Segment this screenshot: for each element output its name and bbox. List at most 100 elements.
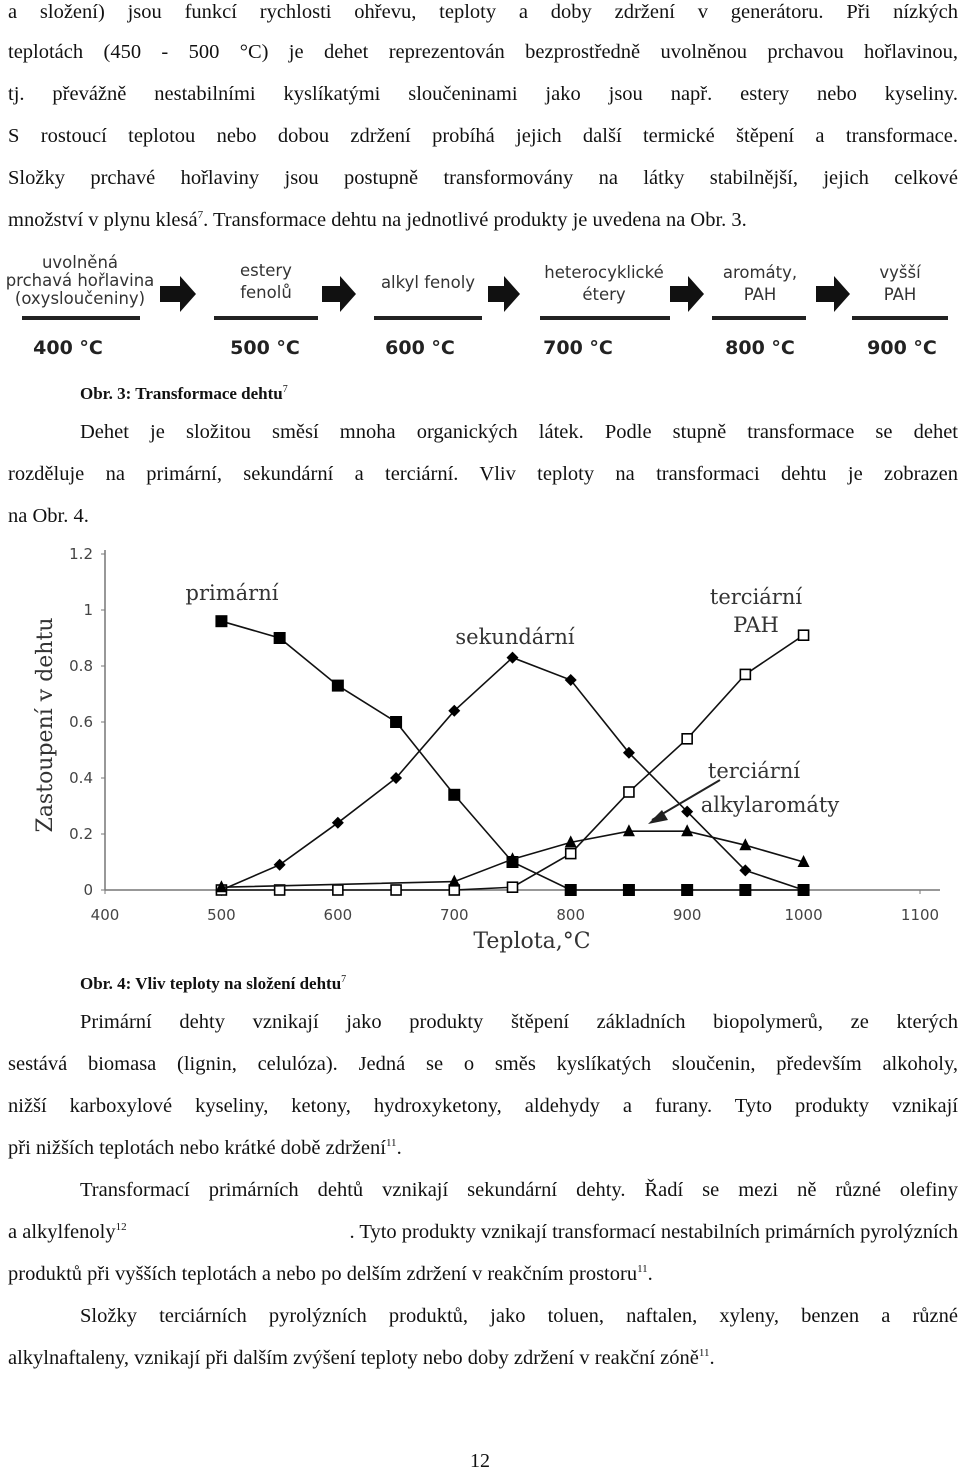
stage-temperature: 900 °C <box>867 337 937 359</box>
data-point <box>273 858 286 871</box>
data-point <box>390 716 403 728</box>
data-point <box>448 788 461 801</box>
stage-temperature: 800 °C <box>725 337 795 359</box>
data-point <box>506 852 519 865</box>
stage-label: alkyl fenoly <box>381 273 475 292</box>
x-ticks: 400 500 600 700 800 900 1000 1100 <box>91 890 939 924</box>
data-point <box>739 838 752 851</box>
series-label-terciarni-pah: PAH <box>733 613 779 637</box>
text-line: rozděluje na primární, sekundární a terc… <box>8 463 958 485</box>
flow-stage: estery fenolů 500 °C <box>214 261 318 359</box>
data-point <box>332 884 344 896</box>
x-tick-label: 1100 <box>901 906 939 924</box>
text-fragment: a alkylfenoly <box>8 1221 116 1243</box>
stage-label: fenolů <box>240 283 292 302</box>
text-line: tj. převážně nestabilními kyslíkatými sl… <box>8 83 958 105</box>
reference-superscript: 11 <box>637 1263 648 1275</box>
series-label-terciarni-pah: terciární <box>710 585 802 609</box>
data-point <box>273 632 286 644</box>
flow-stage: uvolněná prchavá hořlavina (oxysloučenin… <box>6 254 155 359</box>
y-tick-label: 0.8 <box>69 657 93 675</box>
tar-transformation-diagram: uvolněná prchavá hořlavina (oxysloučenin… <box>6 254 948 359</box>
stage-temperature: 500 °C <box>230 337 300 359</box>
y-tick-label: 1.2 <box>69 545 93 563</box>
data-point <box>623 786 635 798</box>
stage-label: vyšší <box>879 263 922 282</box>
figure-caption: Obr. 4: Vliv teploty na složení dehtu7 <box>80 974 346 994</box>
text-fragment: . <box>709 1347 715 1369</box>
data-point <box>681 824 694 837</box>
x-tick-label: 900 <box>673 906 702 924</box>
x-tick-label: 500 <box>207 906 236 924</box>
arrow-right-icon <box>488 276 520 312</box>
data-point <box>448 874 461 887</box>
data-point <box>506 881 519 894</box>
text-line: alkylnaftaleny, vznikají při dalším zvýš… <box>8 1346 958 1370</box>
data-point <box>797 855 810 867</box>
data-point <box>215 615 228 628</box>
text-fragment: produktů při vyšších teplotách a nebo po… <box>8 1263 638 1285</box>
data-point <box>390 772 403 784</box>
y-ticks: 0 0.2 0.4 0.6 0.8 1 1.2 <box>69 545 105 899</box>
stage-label: prchavá hořlavina <box>6 271 155 290</box>
y-tick-label: 0.4 <box>69 769 93 787</box>
text-line: teplotách (450 - 500 °C) je dehet reprez… <box>8 41 958 63</box>
text-line: S rostoucí teplotou nebo dobou zdržení p… <box>8 125 958 147</box>
data-point <box>739 884 752 896</box>
text-fragment: při nižších teplotách nebo krátké době z… <box>8 1137 386 1159</box>
arrow-right-icon <box>160 276 196 312</box>
data-point <box>564 835 577 848</box>
series-line <box>221 830 804 888</box>
text-line: a složení) jsou funkcí rychlosti ohřevu,… <box>8 1 958 23</box>
tar-composition-chart: 0 0.2 0.4 0.6 0.8 1 1.2 400 500 600 700 800 900 1000… <box>33 545 940 954</box>
stage-label: PAH <box>884 285 917 304</box>
stage-temperature: 600 °C <box>385 337 455 359</box>
data-point <box>797 884 810 896</box>
arrow-right-icon <box>816 276 850 312</box>
y-tick-label: 0.6 <box>69 713 93 731</box>
text-line: sestává biomasa (lignin, celulóza). Jedn… <box>8 1053 958 1075</box>
stage-label: heterocyklické <box>544 263 664 282</box>
annotation-arrow-icon <box>648 779 721 824</box>
data-point <box>215 880 228 893</box>
caption-text: Obr. 4: Vliv teploty na složení dehtu <box>80 974 342 993</box>
x-tick-label: 700 <box>440 906 469 924</box>
reference-superscript: 7 <box>282 384 288 395</box>
caption-text: Obr. 3: Transformace dehtu <box>80 384 283 403</box>
data-point <box>797 629 810 641</box>
text-fragment: . Tyto produkty vznikají transformací ne… <box>349 1221 958 1243</box>
data-point <box>622 884 635 896</box>
reference-superscript: 11 <box>698 1347 710 1359</box>
data-point <box>739 668 752 681</box>
stage-label: PAH <box>744 285 777 304</box>
series-label-terciarni-alkyl: terciární <box>708 759 800 783</box>
text-fragment: . <box>647 1263 653 1285</box>
stage-temperature: 700 °C <box>543 337 613 359</box>
flow-stage: heterocyklické étery 700 °C <box>540 263 670 359</box>
data-point <box>739 864 752 877</box>
data-point <box>331 816 344 829</box>
data-point <box>564 884 577 896</box>
stage-label: (oxysloučeniny) <box>15 289 145 308</box>
stage-temperature: 400 °C <box>33 337 103 359</box>
chart-series <box>215 615 810 896</box>
flow-stage: vyšší PAH 900 °C <box>852 263 948 359</box>
data-point <box>564 847 577 860</box>
arrow-right-icon <box>670 276 704 312</box>
data-point <box>390 884 402 896</box>
stage-label: étery <box>582 285 626 304</box>
text-line: Složky terciárních pyrolýzních produktů,… <box>80 1305 958 1327</box>
data-point <box>622 824 635 837</box>
series-label-sekundarni: sekundární <box>455 625 575 649</box>
y-tick-label: 1 <box>83 601 93 619</box>
text-line: Transformací primárních dehtů vznikají s… <box>80 1179 958 1201</box>
data-point <box>331 679 344 692</box>
stage-label: estery <box>240 261 292 280</box>
reference-superscript: 7 <box>197 209 204 221</box>
x-tick-label: 400 <box>91 906 120 924</box>
text-fragment: . Transformace dehtu na jednotlivé produ… <box>203 209 747 231</box>
text-line: při nižších teplotách nebo krátké době z… <box>8 1136 958 1160</box>
text-line: Primární dehty vznikají jako produkty št… <box>80 1011 958 1033</box>
text-fragment: množství v plynu klesá <box>8 209 198 231</box>
x-tick-label: 1000 <box>784 906 822 924</box>
